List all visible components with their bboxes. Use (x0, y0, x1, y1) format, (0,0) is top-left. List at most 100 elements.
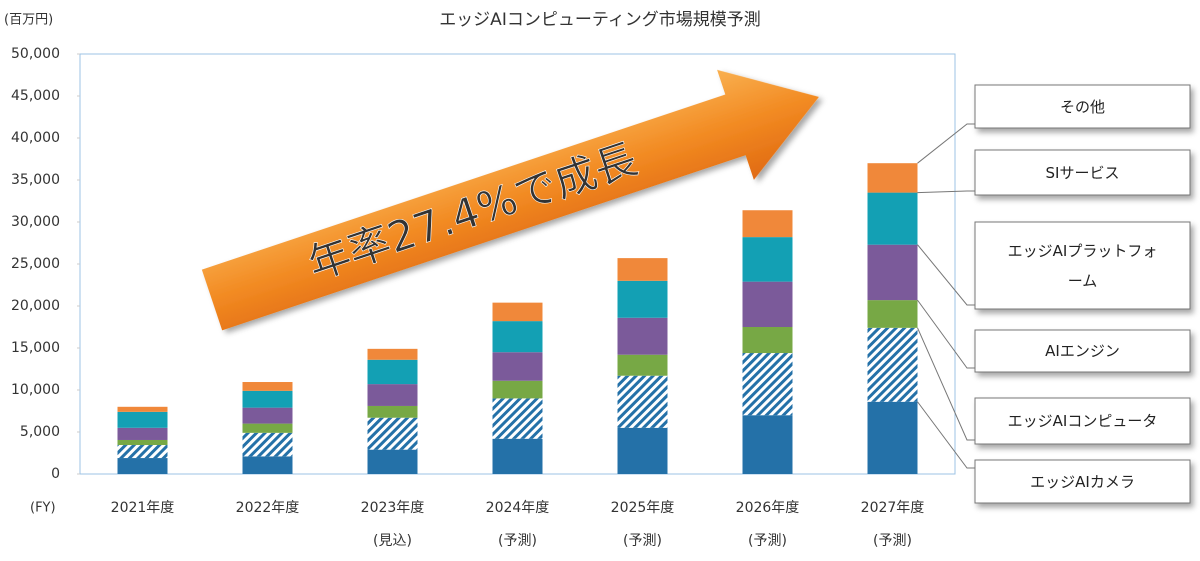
legend-box (974, 329, 1191, 373)
bar-segment (742, 353, 793, 416)
bar-segment (617, 354, 668, 376)
bar-segment (367, 405, 418, 418)
bar-segment (242, 390, 293, 408)
x-tick-label: 2025年度 (611, 500, 675, 516)
bar-segment (867, 327, 918, 402)
bar-segment (242, 382, 293, 391)
legend-callout (917, 123, 975, 164)
x-unit: (FY) (30, 501, 56, 516)
legend-text-box: エッジAIカメラ (975, 460, 1190, 503)
legend-item: エッジAIプラットフォーム (917, 221, 1191, 310)
bar-segment (367, 417, 418, 450)
bar-segment (742, 327, 793, 354)
bar-segment (367, 449, 418, 474)
legend-callout (917, 327, 975, 441)
y-tick-label: 45,000 (11, 88, 60, 104)
legend-box (974, 149, 1191, 196)
bar-segment (492, 302, 543, 322)
legend-label: エッジAIプラットフォーム (1007, 241, 1158, 290)
x-tick-sublabel: (予測) (498, 533, 537, 549)
x-tick-label: 2022年度 (236, 500, 300, 516)
legend-label: エッジAIコンピュータ (1007, 412, 1158, 430)
legend-label: その他 (1059, 97, 1105, 116)
legend-text-wrap: SIサービス (975, 150, 1190, 195)
legend-text-box: SIサービス (975, 150, 1190, 195)
legend-item: エッジAIコンピュータ (917, 327, 1191, 445)
legend-item: その他 (917, 84, 1191, 164)
bar-segment (742, 281, 793, 327)
x-tick-sublabel: (予測) (748, 533, 787, 549)
legend-text-wrap: AIエンジン (975, 330, 1190, 372)
x-tick-label: 2023年度 (361, 500, 425, 516)
legend-text-box: エッジAIプラットフォーム (975, 222, 1190, 309)
y-tick-label: 5,000 (20, 424, 60, 440)
bar-segment (867, 244, 918, 301)
bar-segment (117, 427, 168, 440)
y-tick-label: 0 (51, 466, 60, 482)
legend-label: エッジAIカメラ (1030, 472, 1135, 491)
legend-text-box: AIエンジン (975, 330, 1190, 372)
x-tick-sublabel: (予測) (873, 533, 912, 549)
bar-segment (492, 352, 543, 381)
legend-box (974, 84, 1191, 129)
legend-item: AIエンジン (917, 299, 1191, 373)
y-unit: (百万円) (4, 13, 53, 28)
legend-item: エッジAIカメラ (917, 401, 1191, 504)
bar-segment (492, 438, 543, 474)
bar-segment (742, 210, 793, 238)
bar-segment (867, 300, 918, 328)
legend-text-box: エッジAIコンピュータ (1007, 412, 1158, 430)
bar-segment (117, 406, 168, 412)
y-tick-label: 50,000 (11, 46, 60, 62)
bar-segment (867, 401, 918, 474)
growth-annotation: 年率27.4%で成長 (302, 134, 643, 289)
bar-segment (242, 456, 293, 474)
bar-segment (617, 427, 668, 474)
x-tick-sublabel: (予測) (623, 533, 662, 549)
bar-segment (117, 458, 168, 474)
legend-callout (917, 190, 975, 194)
bar-segment (492, 380, 543, 399)
x-tick-label: 2026年度 (736, 500, 800, 516)
legend-callout (917, 401, 975, 469)
bar-segment (617, 317, 668, 355)
bar-segment (242, 423, 293, 433)
legend-text-wrap: その他 (975, 85, 1190, 128)
legend-text-wrap: エッジAIカメラ (975, 460, 1190, 503)
bar-segment (867, 192, 918, 245)
y-tick-label: 30,000 (11, 214, 60, 230)
legend-box (974, 221, 1191, 310)
bar-segment (367, 384, 418, 406)
bar-segment (492, 321, 543, 353)
legend-text-wrap: エッジAIプラットフォーム (975, 222, 1190, 309)
bar-segment (367, 359, 418, 385)
legend-callout (917, 244, 975, 306)
bar-segment (367, 348, 418, 360)
bar-segment (117, 439, 168, 446)
x-tick-label: 2027年度 (861, 500, 925, 516)
bar-segment (867, 163, 918, 193)
bar-segment (492, 398, 543, 439)
legend-item: SIサービス (917, 149, 1191, 196)
legend-label: AIエンジン (1045, 342, 1120, 360)
y-tick-label: 40,000 (11, 130, 60, 146)
x-tick-sublabel: (見込) (373, 533, 412, 549)
bar-segment (742, 237, 793, 282)
legend-box (974, 459, 1191, 504)
bar-segment (242, 432, 293, 457)
bar-segment (117, 411, 168, 428)
y-tick-label: 10,000 (11, 382, 60, 398)
legend-text-box: その他 (975, 85, 1190, 128)
bar-segment (617, 258, 668, 281)
y-tick-label: 25,000 (11, 256, 60, 272)
legend-box (974, 397, 1191, 445)
bar-segment (617, 280, 668, 318)
chart-title: エッジAIコンピューティング市場規模予測 (439, 10, 761, 30)
legend-callout (917, 299, 975, 369)
x-tick-label: 2024年度 (486, 500, 550, 516)
bar-segment (242, 407, 293, 424)
y-tick-label: 15,000 (11, 340, 60, 356)
bar-segment (117, 445, 168, 459)
bar-segment (742, 415, 793, 474)
